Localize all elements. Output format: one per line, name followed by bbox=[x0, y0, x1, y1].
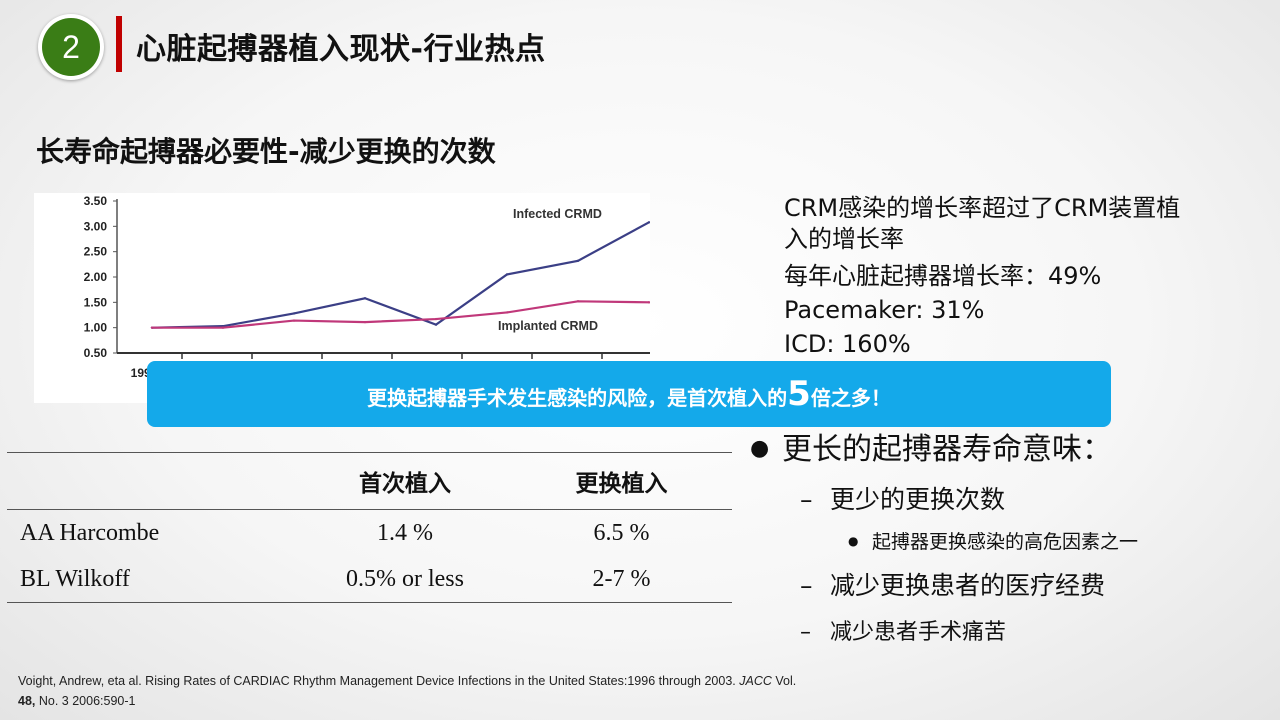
bullet-sub-text: 减少患者手术痛苦 bbox=[830, 620, 1007, 645]
data-point bbox=[647, 221, 650, 224]
table-row: BL Wilkoff 0.5% or less 2-7 % bbox=[7, 556, 732, 603]
section-number: 2 bbox=[42, 18, 100, 76]
icd-growth-text: ICD: 160% bbox=[784, 330, 911, 358]
data-point bbox=[292, 312, 296, 315]
bullet-main: ● 更长的起搏器寿命意味： bbox=[750, 424, 1112, 468]
data-point bbox=[647, 301, 650, 304]
data-point bbox=[363, 320, 367, 324]
bullet-dot-icon: ● bbox=[848, 534, 859, 548]
citation-text: Voight, Andrew, eta al. Rising Rates of … bbox=[18, 674, 740, 688]
dash-icon: – bbox=[800, 571, 813, 600]
y-tick-label: 3.00 bbox=[84, 219, 108, 233]
infection-rate-table: 首次植入 更换植入 AA Harcombe 1.4 % 6.5 % BL Wil… bbox=[7, 452, 732, 603]
table-cell-replacement: 2-7 % bbox=[592, 565, 651, 592]
y-tick-label: 2.00 bbox=[84, 270, 108, 284]
bullet-sub-fewer-replacements: – 更少的更换次数 bbox=[800, 480, 1005, 516]
table-cell-replacement: 6.5 % bbox=[593, 519, 650, 546]
data-point bbox=[576, 300, 580, 303]
bullet-main-text: 更长的起搏器寿命意味： bbox=[782, 432, 1112, 467]
y-tick-label: 0.50 bbox=[84, 346, 108, 360]
citation-text-issue: No. 3 2006:590-1 bbox=[35, 694, 136, 708]
data-point bbox=[221, 326, 225, 329]
banner-text-before: 更换起搏器手术发生感染的风险，是首次植入的 bbox=[367, 386, 788, 410]
series-line-0 bbox=[151, 221, 650, 329]
citation-journal: JACC bbox=[739, 674, 772, 688]
data-point bbox=[434, 323, 438, 326]
y-tick-label: 2.50 bbox=[84, 245, 108, 259]
table-header-row: 首次植入 更换植入 bbox=[7, 452, 732, 510]
data-point bbox=[292, 319, 296, 322]
table-cell-first: 0.5% or less bbox=[346, 565, 464, 592]
data-point bbox=[505, 273, 509, 276]
dash-icon: – bbox=[800, 620, 811, 645]
table-header-empty bbox=[7, 453, 299, 510]
table-cell-author: BL Wilkoff bbox=[20, 565, 130, 592]
slide-title: 心脏起搏器植入现状-行业热点 bbox=[136, 32, 546, 67]
table-cell-author: AA Harcombe bbox=[20, 519, 160, 546]
y-tick-label: 1.50 bbox=[84, 295, 108, 309]
bullet-sub-child-risk-factor: ● 起搏器更换感染的高危因素之一 bbox=[848, 527, 1138, 554]
citation-volume: 48, bbox=[18, 694, 36, 708]
citation-text-vol: Vol. bbox=[771, 674, 797, 688]
bullet-dot-icon: ● bbox=[750, 436, 770, 461]
series-label-infected: Infected CRMD bbox=[513, 207, 602, 221]
infection-risk-banner: 更换起搏器手术发生感染的风险，是首次植入的5倍之多！ bbox=[147, 361, 1111, 427]
series-label-implanted: Implanted CRMD bbox=[498, 319, 598, 333]
dash-icon: – bbox=[800, 485, 813, 514]
slide-subtitle: 长寿命起搏器必要性-减少更换的次数 bbox=[36, 135, 496, 168]
bullet-sub-text: 更少的更换次数 bbox=[830, 485, 1006, 514]
table-header-replacement: 更换植入 bbox=[575, 471, 668, 497]
citation-footnote: Voight, Andrew, eta al. Rising Rates of … bbox=[18, 671, 978, 711]
series-line-1 bbox=[152, 300, 650, 329]
section-number-badge: 2 bbox=[38, 14, 104, 80]
data-point bbox=[150, 326, 154, 329]
data-point bbox=[434, 317, 438, 321]
data-point bbox=[505, 311, 509, 314]
title-accent-bar bbox=[116, 16, 122, 72]
table-row: AA Harcombe 1.4 % 6.5 % bbox=[7, 510, 732, 557]
bullet-sub-reduce-cost: – 减少更换患者的医疗经费 bbox=[800, 566, 1105, 602]
bullet-sub-text: 减少更换患者的医疗经费 bbox=[830, 571, 1106, 600]
growth-rate-text: CRM感染的增长率超过了CRM装置植入的增长率 每年心脏起搏器增长率：49% P… bbox=[784, 193, 1204, 361]
table-header-first-implant: 首次植入 bbox=[359, 471, 451, 497]
banner-text-after: 倍之多！ bbox=[810, 386, 891, 410]
y-tick-label: 1.00 bbox=[84, 321, 108, 335]
bullet-sub-reduce-pain: – 减少患者手术痛苦 bbox=[800, 614, 1006, 646]
banner-multiplier: 5 bbox=[787, 374, 811, 414]
table-cell-first: 1.4 % bbox=[377, 519, 433, 546]
line-chart-svg: 3.503.002.502.001.501.000.501996Infected… bbox=[84, 194, 650, 380]
data-point bbox=[576, 259, 580, 262]
annual-growth-text: 每年心脏起搏器增长率：49% bbox=[784, 262, 1102, 290]
data-point bbox=[363, 297, 367, 300]
bullet-child-text: 起搏器更换感染的高危因素之一 bbox=[872, 531, 1139, 553]
crm-infection-growth-text: CRM感染的增长率超过了CRM装置植入的增长率 bbox=[784, 194, 1181, 253]
pacemaker-growth-text: Pacemaker: 31% bbox=[784, 296, 985, 324]
y-tick-label: 3.50 bbox=[84, 194, 108, 208]
